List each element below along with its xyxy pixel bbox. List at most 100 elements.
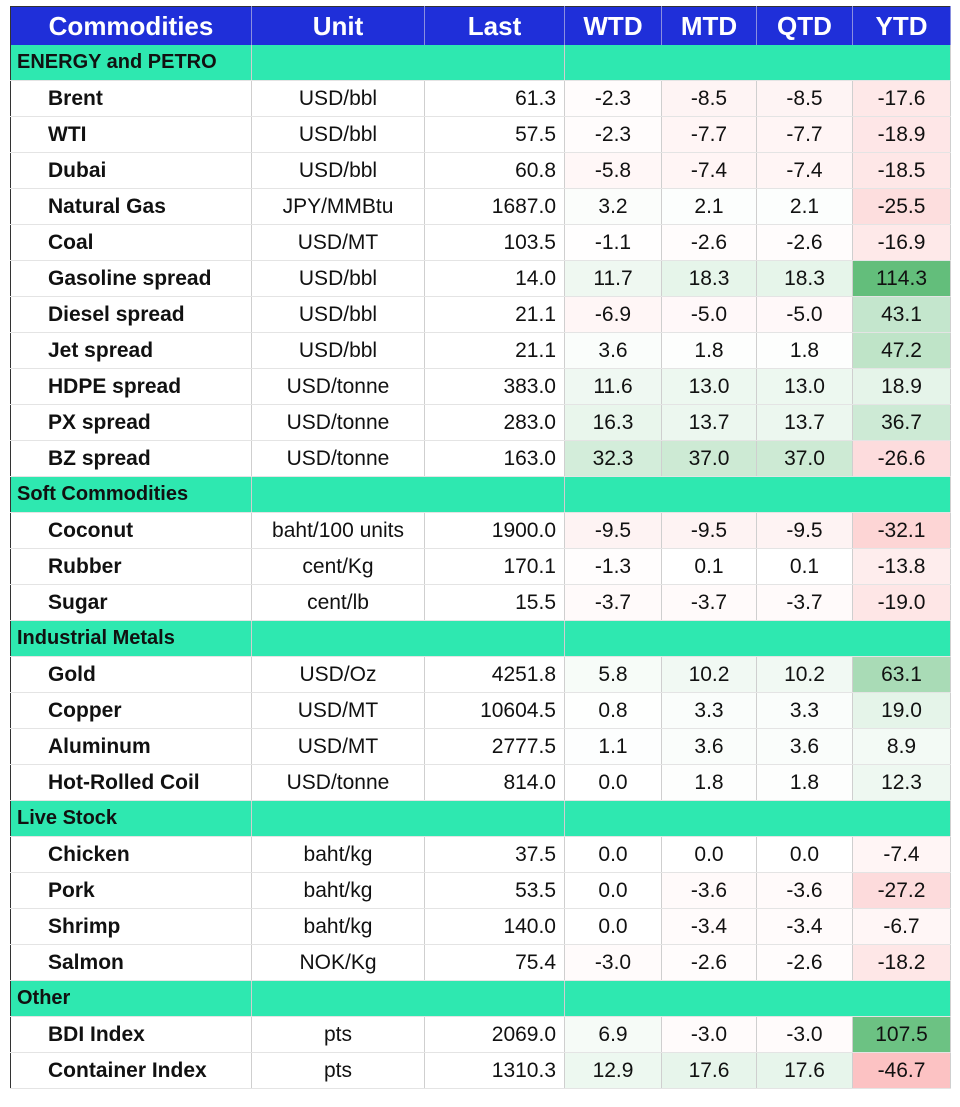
- commodity-mtd: 10.2: [661, 656, 757, 693]
- commodity-mtd: -8.5: [661, 80, 757, 117]
- commodity-unit: pts: [251, 1052, 425, 1089]
- commodity-wtd: 16.3: [564, 404, 662, 441]
- commodity-unit: USD/tonne: [251, 440, 425, 477]
- commodities-table: Commodities Unit Last WTD MTD QTD YTD EN…: [10, 6, 951, 1089]
- commodity-mtd: -3.6: [661, 872, 757, 909]
- commodity-name: Coal: [10, 224, 252, 261]
- commodity-ytd: 18.9: [852, 368, 951, 405]
- commodity-ytd: 12.3: [852, 764, 951, 801]
- commodity-qtd: 37.0: [756, 440, 853, 477]
- commodity-unit: pts: [251, 1016, 425, 1053]
- commodity-name: Aluminum: [10, 728, 252, 765]
- commodity-unit: USD/MT: [251, 692, 425, 729]
- commodity-qtd: 1.8: [756, 332, 853, 369]
- header-row: Commodities Unit Last WTD MTD QTD YTD: [10, 6, 951, 45]
- commodity-mtd: -3.0: [661, 1016, 757, 1053]
- commodity-qtd: -5.0: [756, 296, 853, 333]
- commodity-ytd: -27.2: [852, 872, 951, 909]
- commodity-mtd: 1.8: [661, 332, 757, 369]
- commodity-name: BDI Index: [10, 1016, 252, 1053]
- commodity-wtd: 3.2: [564, 188, 662, 225]
- commodity-mtd: -7.4: [661, 152, 757, 189]
- commodity-unit: USD/bbl: [251, 152, 425, 189]
- commodity-unit: baht/kg: [251, 872, 425, 909]
- commodity-unit: USD/tonne: [251, 368, 425, 405]
- commodity-mtd: -5.0: [661, 296, 757, 333]
- commodity-name: Natural Gas: [10, 188, 252, 225]
- commodity-unit: baht/kg: [251, 836, 425, 873]
- table-row: Dubai USD/bbl 60.8 -5.8 -7.4 -7.4 -18.5: [10, 152, 951, 189]
- commodity-qtd: 10.2: [756, 656, 853, 693]
- commodity-unit: USD/bbl: [251, 332, 425, 369]
- commodity-mtd: 37.0: [661, 440, 757, 477]
- commodity-ytd: 63.1: [852, 656, 951, 693]
- commodity-wtd: -5.8: [564, 152, 662, 189]
- commodity-wtd: -9.5: [564, 512, 662, 549]
- commodity-last: 283.0: [424, 404, 565, 441]
- table-row: Natural Gas JPY/MMBtu 1687.0 3.2 2.1 2.1 -25.5: [10, 188, 951, 225]
- section-fill: [251, 620, 565, 657]
- commodity-mtd: 17.6: [661, 1052, 757, 1089]
- commodity-last: 37.5: [424, 836, 565, 873]
- commodity-unit: USD/MT: [251, 728, 425, 765]
- commodity-wtd: 11.7: [564, 260, 662, 297]
- commodity-last: 814.0: [424, 764, 565, 801]
- table-row: Salmon NOK/Kg 75.4 -3.0 -2.6 -2.6 -18.2: [10, 944, 951, 981]
- commodity-mtd: -9.5: [661, 512, 757, 549]
- commodity-unit: cent/lb: [251, 584, 425, 621]
- commodity-name: PX spread: [10, 404, 252, 441]
- table-row: WTI USD/bbl 57.5 -2.3 -7.7 -7.7 -18.9: [10, 116, 951, 153]
- commodity-qtd: 13.0: [756, 368, 853, 405]
- table-row: Jet spread USD/bbl 21.1 3.6 1.8 1.8 47.2: [10, 332, 951, 369]
- commodity-name: Diesel spread: [10, 296, 252, 333]
- commodity-ytd: 43.1: [852, 296, 951, 333]
- commodity-ytd: -18.9: [852, 116, 951, 153]
- commodity-last: 1900.0: [424, 512, 565, 549]
- commodity-mtd: -2.6: [661, 224, 757, 261]
- commodity-ytd: -17.6: [852, 80, 951, 117]
- commodity-wtd: 0.0: [564, 872, 662, 909]
- commodity-name: Gold: [10, 656, 252, 693]
- section-row: Other: [10, 980, 951, 1017]
- table-row: Pork baht/kg 53.5 0.0 -3.6 -3.6 -27.2: [10, 872, 951, 909]
- section-row: Live Stock: [10, 800, 951, 837]
- table-row: Chicken baht/kg 37.5 0.0 0.0 0.0 -7.4: [10, 836, 951, 873]
- commodity-mtd: -3.4: [661, 908, 757, 945]
- commodity-mtd: 3.6: [661, 728, 757, 765]
- commodity-unit: USD/tonne: [251, 404, 425, 441]
- commodity-wtd: 0.0: [564, 836, 662, 873]
- commodity-ytd: -13.8: [852, 548, 951, 585]
- section-fill: [564, 980, 951, 1017]
- commodity-mtd: -3.7: [661, 584, 757, 621]
- header-commodities: Commodities: [10, 6, 252, 45]
- commodity-wtd: -1.1: [564, 224, 662, 261]
- commodity-name: Coconut: [10, 512, 252, 549]
- commodity-last: 2777.5: [424, 728, 565, 765]
- section-fill: [251, 980, 565, 1017]
- commodity-unit: baht/kg: [251, 908, 425, 945]
- commodity-mtd: 13.7: [661, 404, 757, 441]
- commodity-mtd: 18.3: [661, 260, 757, 297]
- commodity-ytd: 107.5: [852, 1016, 951, 1053]
- commodity-wtd: -3.7: [564, 584, 662, 621]
- commodity-wtd: -2.3: [564, 80, 662, 117]
- table-row: PX spread USD/tonne 283.0 16.3 13.7 13.7 36.7: [10, 404, 951, 441]
- table-row: Shrimp baht/kg 140.0 0.0 -3.4 -3.4 -6.7: [10, 908, 951, 945]
- commodity-ytd: -18.2: [852, 944, 951, 981]
- commodity-name: Salmon: [10, 944, 252, 981]
- commodity-qtd: -7.7: [756, 116, 853, 153]
- commodity-unit: USD/tonne: [251, 764, 425, 801]
- commodity-name: Chicken: [10, 836, 252, 873]
- table-row: Rubber cent/Kg 170.1 -1.3 0.1 0.1 -13.8: [10, 548, 951, 585]
- section-label: Soft Commodities: [10, 476, 252, 513]
- section-fill: [251, 476, 565, 513]
- commodity-mtd: 0.0: [661, 836, 757, 873]
- commodity-unit: USD/bbl: [251, 116, 425, 153]
- commodity-last: 57.5: [424, 116, 565, 153]
- section-fill: [564, 800, 951, 837]
- commodity-ytd: 19.0: [852, 692, 951, 729]
- table-row: Gasoline spread USD/bbl 14.0 11.7 18.3 18.3 11…: [10, 260, 951, 297]
- commodity-last: 75.4: [424, 944, 565, 981]
- commodity-unit: baht/100 units: [251, 512, 425, 549]
- commodity-mtd: 2.1: [661, 188, 757, 225]
